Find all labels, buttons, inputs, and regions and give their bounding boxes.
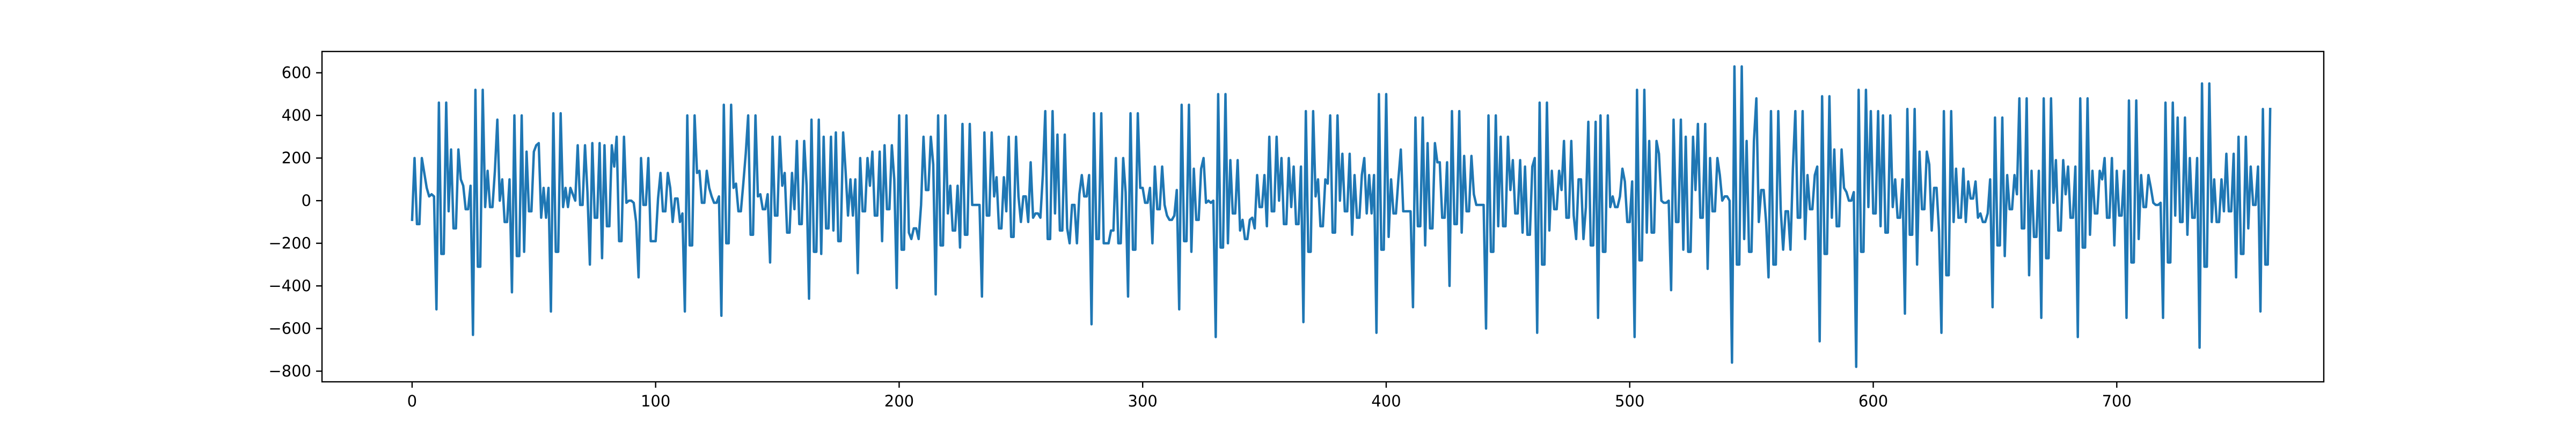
series-line-0 [411,65,2272,368]
x-tick-label: 100 [641,392,670,410]
x-tick-label: 600 [1858,392,1888,410]
y-tick-label: 200 [282,149,311,167]
y-tick-label: 0 [302,191,311,210]
x-tick-label: 300 [1128,392,1158,410]
x-axis: 0 100 200 300 400 500 600 700 [407,382,2132,410]
x-tick-label: 700 [2102,392,2132,410]
y-tick-label: −800 [268,362,311,380]
x-tick-label: 400 [1371,392,1401,410]
axes-frame [321,50,2325,383]
x-tick-label: 0 [407,392,417,410]
y-tick-label: 600 [282,64,311,82]
y-tick-label: −600 [268,320,311,338]
series-layer [411,65,2272,368]
x-tick-label: 500 [1615,392,1644,410]
y-tick-label: 400 [282,106,311,124]
y-tick-label: −200 [268,234,311,253]
y-axis: −800 −600 −400 −200 0 200 400 600 [268,64,322,380]
y-tick-label: −400 [268,277,311,295]
x-tick-label: 200 [884,392,914,410]
